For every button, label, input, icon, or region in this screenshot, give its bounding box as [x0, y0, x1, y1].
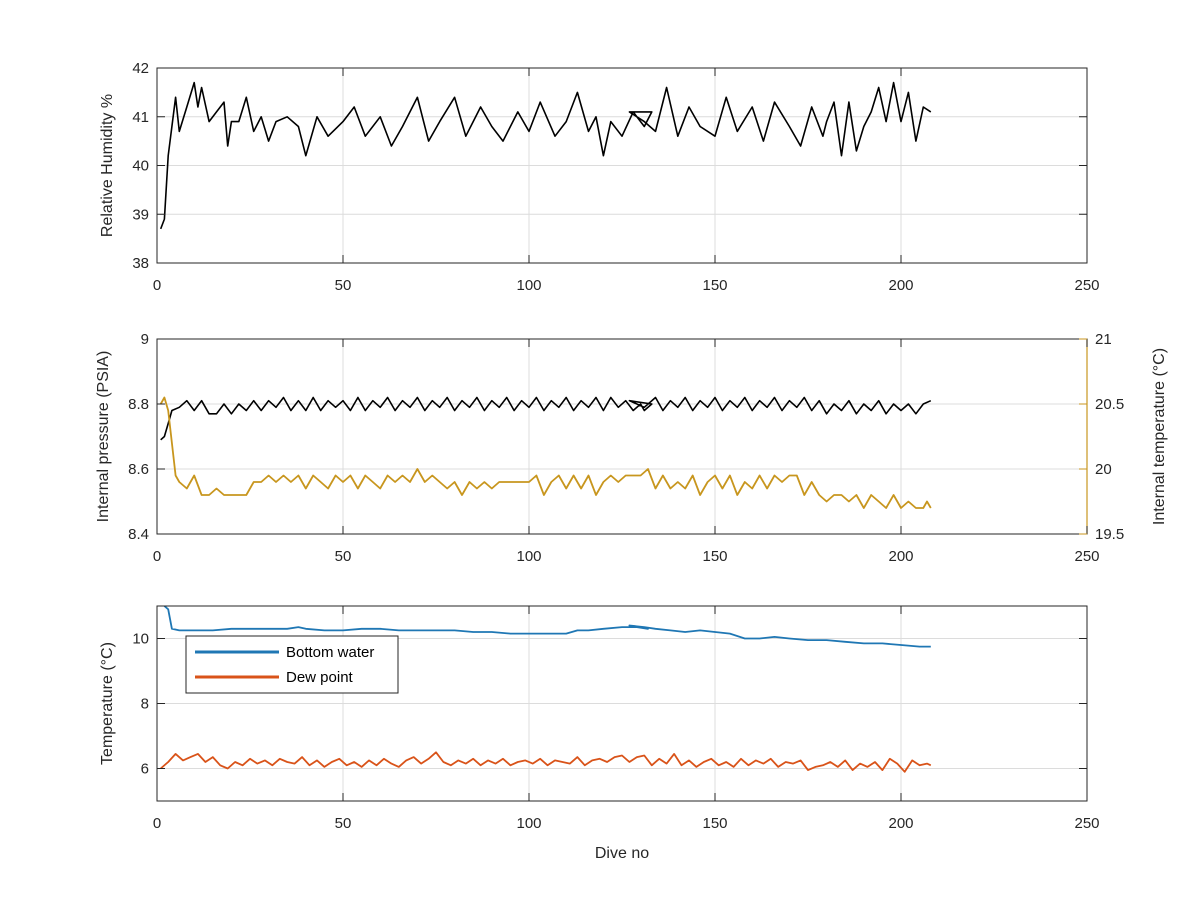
humidity-x-tick-label: 250 [1074, 277, 1099, 294]
temperature-x-tick-label: 100 [516, 815, 541, 832]
pressure-right-y-tick-label: 21 [1095, 331, 1112, 348]
pressure-right-y-tick-label: 20.5 [1095, 396, 1124, 413]
pressure-y-axis-label: Internal pressure (PSIA) [95, 351, 112, 523]
series-line-pressure-1 [159, 396, 932, 509]
pressure-plot-area [157, 339, 1087, 534]
pressure-y-tick-label: 8.6 [128, 461, 149, 478]
series-line-pressure-0 [160, 396, 932, 441]
temperature-y-tick-label: 10 [132, 631, 149, 648]
temperature-x-tick-label: 0 [153, 815, 161, 832]
legend-box [185, 635, 399, 694]
series-line-bottom-water [163, 605, 931, 648]
humidity-x-tick-label: 200 [888, 277, 913, 294]
humidity-y-tick-label: 38 [132, 255, 149, 272]
series-line-humidity-0 [159, 81, 932, 230]
temperature-y-axis-label: Temperature (°C) [99, 642, 116, 765]
pressure-x-tick-label: 0 [153, 548, 161, 565]
pressure-temperature-panel: 0 50 100 150 200 250 8.4 8.6 8.8 9 19.5 20 20.5 21 In… [95, 331, 1168, 565]
temperature-x-tick-label: 50 [335, 815, 352, 832]
temperature-x-tick-label: 150 [702, 815, 727, 832]
pressure-right-y-tick-label: 19.5 [1095, 526, 1124, 543]
legend-label-dew-point: Dew point [286, 669, 354, 686]
humidity-x-tick-label: 100 [516, 277, 541, 294]
internal-temperature-y-axis-label: Internal temperature (°C) [1151, 348, 1168, 525]
pressure-x-tick-label: 250 [1074, 548, 1099, 565]
pressure-y-tick-label: 8.4 [128, 526, 149, 543]
pressure-right-y-tick-label: 20 [1095, 461, 1112, 478]
humidity-panel: 0 50 100 150 200 250 38 39 40 41 42 Relative Humid… [99, 60, 1100, 294]
x-axis-label: Dive no [595, 845, 649, 862]
pressure-x-tick-label: 200 [888, 548, 913, 565]
temperature-x-tick-label: 250 [1074, 815, 1099, 832]
pressure-y-tick-label: 9 [141, 331, 149, 348]
pressure-x-tick-label: 50 [335, 548, 352, 565]
pressure-x-tick-label: 150 [702, 548, 727, 565]
temperature-y-tick-label: 8 [141, 696, 149, 713]
temperature-panel: 0 50 100 150 200 250 6 8 10 Temperature (°C) Div… [99, 605, 1100, 862]
legend-label-bottom-water: Bottom water [286, 644, 374, 661]
temperature-x-tick-label: 200 [888, 815, 913, 832]
temperature-y-tick-label: 6 [141, 761, 149, 778]
series-line-dew-point [160, 751, 932, 773]
humidity-x-tick-label: 150 [702, 277, 727, 294]
legend: Bottom water Dew point [185, 635, 399, 694]
humidity-y-tick-label: 39 [132, 206, 149, 223]
humidity-y-axis-label: Relative Humidity % [99, 94, 116, 237]
humidity-y-tick-label: 42 [132, 60, 149, 77]
pressure-x-tick-label: 100 [516, 548, 541, 565]
humidity-y-tick-label: 41 [132, 109, 149, 126]
humidity-x-tick-label: 0 [153, 277, 161, 294]
pressure-y-tick-label: 8.8 [128, 396, 149, 413]
humidity-y-tick-label: 40 [132, 158, 149, 175]
humidity-x-tick-label: 50 [335, 277, 352, 294]
